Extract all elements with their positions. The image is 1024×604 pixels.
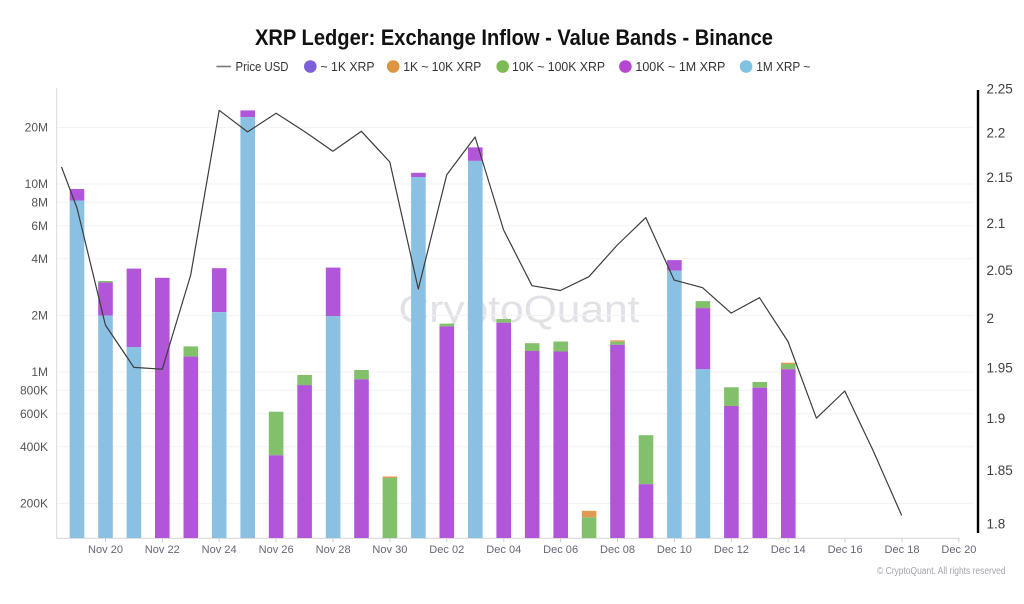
svg-text:Dec 08: Dec 08 [600, 544, 635, 556]
svg-text:600K: 600K [20, 407, 48, 421]
svg-text:Nov 26: Nov 26 [259, 544, 294, 556]
svg-text:2.15: 2.15 [987, 170, 1013, 185]
svg-text:20M: 20M [25, 121, 48, 135]
svg-text:Dec 02: Dec 02 [429, 544, 464, 556]
svg-text:Nov 24: Nov 24 [202, 544, 237, 556]
svg-text:XRP Ledger: Exchange Inflow -: XRP Ledger: Exchange Inflow - Value Band… [255, 25, 773, 50]
svg-text:6M: 6M [31, 219, 48, 233]
svg-text:~ 1K XRP: ~ 1K XRP [321, 59, 375, 74]
svg-text:2.1: 2.1 [987, 216, 1006, 231]
svg-text:Dec 10: Dec 10 [657, 544, 692, 556]
svg-text:10K ~ 100K XRP: 10K ~ 100K XRP [512, 59, 605, 74]
svg-text:1M: 1M [31, 365, 48, 379]
svg-text:Nov 22: Nov 22 [145, 544, 180, 556]
svg-text:Dec 20: Dec 20 [941, 544, 976, 556]
svg-text:1K ~ 10K XRP: 1K ~ 10K XRP [403, 59, 481, 74]
svg-text:2M: 2M [31, 309, 48, 323]
svg-text:Dec 06: Dec 06 [543, 544, 578, 556]
svg-text:1.8: 1.8 [987, 517, 1006, 532]
svg-text:Nov 20: Nov 20 [88, 544, 123, 556]
svg-text:1.9: 1.9 [987, 411, 1006, 426]
svg-text:1M XRP ~: 1M XRP ~ [756, 59, 810, 74]
svg-text:8M: 8M [31, 195, 48, 209]
svg-text:Dec 16: Dec 16 [828, 544, 863, 556]
svg-text:800K: 800K [20, 383, 48, 397]
svg-text:Dec 12: Dec 12 [714, 544, 749, 556]
svg-text:Dec 04: Dec 04 [486, 544, 521, 556]
svg-text:Nov 28: Nov 28 [316, 544, 351, 556]
svg-text:10M: 10M [25, 177, 48, 191]
svg-text:4M: 4M [31, 252, 48, 266]
svg-text:1.85: 1.85 [987, 463, 1013, 478]
svg-text:2.25: 2.25 [987, 82, 1013, 97]
svg-text:Dec 14: Dec 14 [771, 544, 806, 556]
svg-text:© CryptoQuant. All rights rese: © CryptoQuant. All rights reserved [877, 566, 1006, 577]
svg-text:400K: 400K [20, 440, 48, 454]
svg-text:200K: 200K [20, 497, 48, 511]
svg-text:100K ~ 1M XRP: 100K ~ 1M XRP [635, 59, 725, 74]
svg-text:Dec 18: Dec 18 [885, 544, 920, 556]
svg-text:2.05: 2.05 [987, 263, 1013, 278]
svg-text:Nov 30: Nov 30 [372, 544, 407, 556]
svg-text:2: 2 [987, 311, 995, 326]
svg-text:1.95: 1.95 [987, 361, 1013, 376]
svg-text:Price USD: Price USD [236, 59, 289, 74]
svg-text:2.2: 2.2 [987, 125, 1006, 140]
svg-text:CryptoQuant: CryptoQuant [399, 289, 640, 331]
